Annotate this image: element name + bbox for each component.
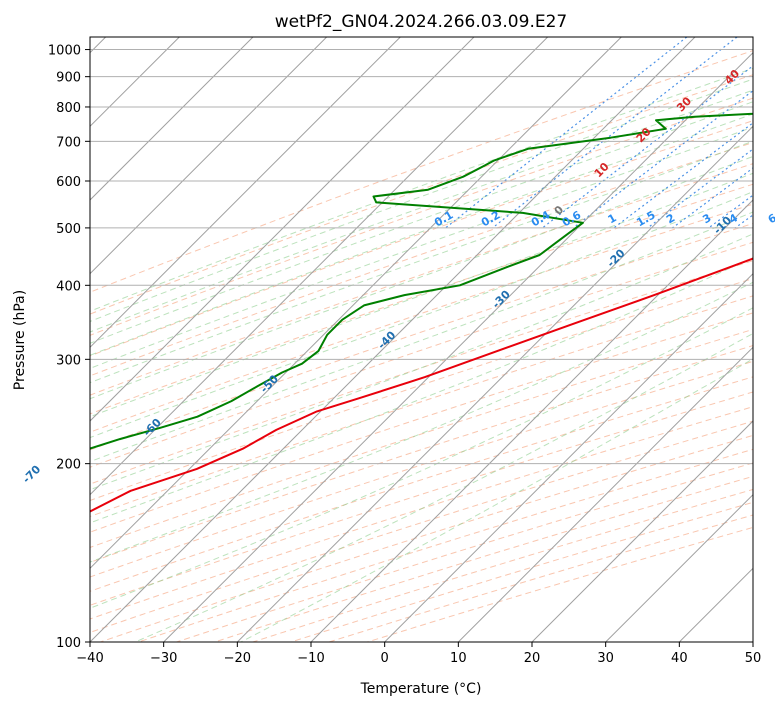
y-tick-label: 900 [56, 71, 81, 86]
x-tick-label: 50 [745, 651, 762, 666]
x-tick-label: −40 [76, 651, 103, 666]
x-tick-label: −10 [297, 651, 324, 666]
x-tick-label: 10 [450, 651, 467, 666]
isotherm-label: -70 [20, 463, 43, 486]
x-tick-label: 0 [381, 651, 389, 666]
isotherm-line [753, 37, 775, 642]
x-tick-label: 30 [597, 651, 614, 666]
y-tick-label: 300 [56, 353, 81, 368]
y-tick-label: 500 [56, 222, 81, 237]
y-tick-label: 600 [56, 175, 81, 190]
y-tick-label: 100 [56, 636, 81, 651]
x-tick-label: 20 [524, 651, 541, 666]
y-tick-label: 400 [56, 279, 81, 294]
x-tick-label: 40 [671, 651, 688, 666]
y-tick-label: 800 [56, 101, 81, 116]
y-axis-label: Pressure (hPa) [12, 290, 28, 390]
x-tick-label: −30 [150, 651, 177, 666]
plot-background [90, 37, 753, 642]
x-tick-label: −20 [224, 651, 251, 666]
y-tick-label: 700 [56, 135, 81, 150]
y-tick-label: 1000 [48, 44, 81, 59]
x-axis-label: Temperature (°C) [360, 681, 482, 697]
chart-title: wetPf2_GN04.2024.266.03.09.E27 [275, 12, 567, 32]
mixing-ratio-label: 6 [766, 211, 775, 226]
y-tick-label: 200 [56, 458, 81, 473]
